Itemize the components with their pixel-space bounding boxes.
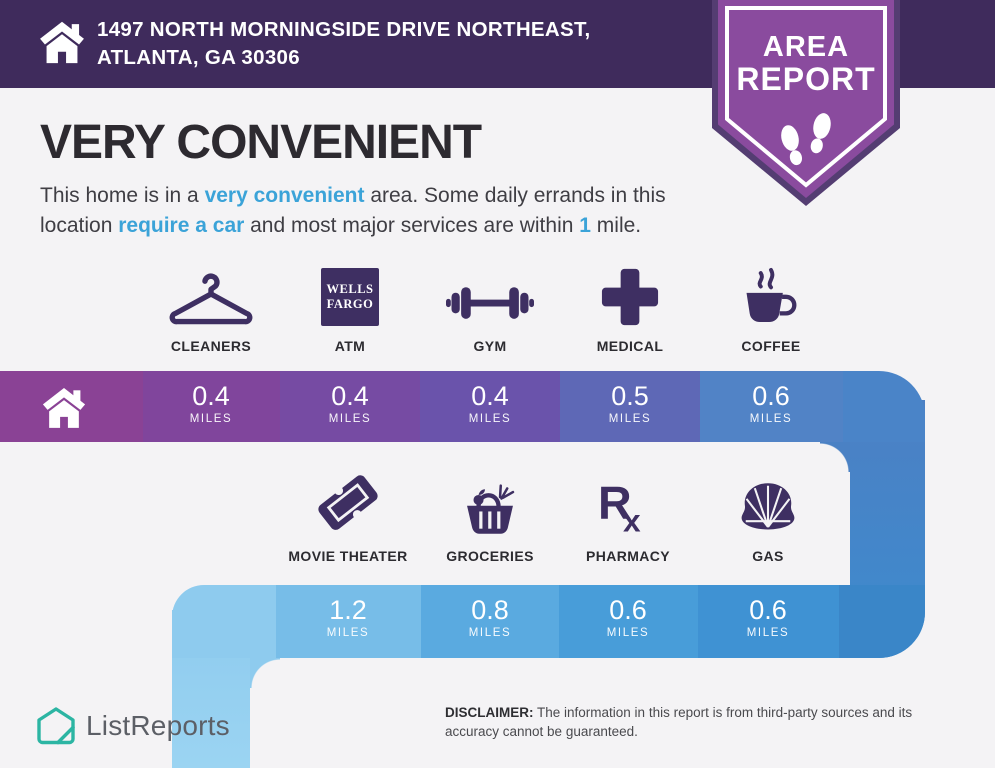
distance-value: 1.2	[329, 595, 367, 625]
badge-line1: AREA	[763, 31, 849, 63]
distance-units: MILES	[468, 413, 512, 425]
summary-part: This home is in a	[40, 184, 205, 207]
distance-value: 0.6	[749, 595, 787, 625]
distance-units: MILES	[468, 627, 512, 639]
place-label: MOVIE THEATER	[288, 548, 408, 564]
ticket-icon	[318, 475, 378, 530]
hanger-icon	[169, 273, 253, 325]
place-movie-theater: MOVIE THEATER	[273, 468, 423, 564]
area-report-badge: AREA REPORT	[712, 0, 900, 206]
disclaimer-label: DISCLAIMER:	[445, 705, 534, 720]
distance-units: MILES	[606, 627, 650, 639]
distance-units: MILES	[328, 413, 372, 425]
home-icon	[40, 21, 84, 64]
rx-letter-x: x	[623, 503, 641, 536]
wells-fargo-text: WELLS	[326, 282, 374, 296]
distance-cell: 0.4 MILES	[280, 381, 420, 425]
distance-cell: 0.6 MILES	[698, 595, 838, 639]
distance-value: 0.4	[331, 381, 369, 411]
distance-cell: 0.6 MILES	[558, 595, 698, 639]
summary-accent: 1	[579, 214, 591, 237]
distance-cell: 0.4 MILES	[420, 381, 560, 425]
route-corner	[820, 442, 850, 472]
distance-units: MILES	[326, 627, 370, 639]
distance-cell: 0.4 MILES	[141, 381, 281, 425]
distance-value: 0.5	[611, 381, 649, 411]
dumbbell-icon	[446, 287, 534, 319]
distance-bar-row-1: 0.4 MILES 0.4 MILES 0.4 MILES 0.5 MILES …	[0, 371, 925, 442]
place-label: GAS	[752, 548, 784, 564]
summary-text: This home is in a very convenient area. …	[40, 181, 695, 241]
wells-fargo-text: FARGO	[326, 297, 374, 311]
summary-part: and most major services are within	[244, 214, 580, 237]
listreports-brand: ListReports	[36, 706, 230, 746]
summary-part: area. Some daily errands in this locatio…	[40, 184, 666, 237]
place-cleaners: CLEANERS	[136, 258, 286, 354]
distance-units: MILES	[608, 413, 652, 425]
place-atm: WELLS FARGO ATM	[275, 258, 425, 354]
distance-cell: 0.6 MILES	[701, 381, 841, 425]
rx-icon: R x	[598, 476, 641, 536]
distance-value: 0.4	[192, 381, 230, 411]
place-medical: MEDICAL	[555, 258, 705, 354]
place-label: GYM	[473, 338, 507, 354]
coffee-cup-icon	[746, 267, 797, 323]
distance-cell: 1.2 MILES	[278, 595, 418, 639]
place-gym: GYM	[415, 258, 565, 354]
route-corner	[250, 658, 280, 688]
distance-value: 0.6	[609, 595, 647, 625]
place-coffee: COFFEE	[696, 258, 846, 354]
medical-cross-icon	[601, 268, 659, 326]
distance-cell: 0.8 MILES	[420, 595, 560, 639]
grocery-basket-icon	[467, 484, 515, 534]
place-label: PHARMACY	[585, 548, 671, 564]
place-label: ATM	[334, 338, 366, 354]
rx-letter-r: R	[598, 476, 632, 528]
distance-bar-row-2: 1.2 MILES 0.8 MILES 0.6 MILES 0.6 MILES	[172, 585, 925, 658]
place-groceries: GROCERIES	[415, 468, 565, 564]
page-title: VERY CONVENIENT	[40, 116, 482, 169]
distance-units: MILES	[746, 627, 790, 639]
summary-accent: very convenient	[204, 184, 365, 207]
wells-fargo-icon: WELLS FARGO	[321, 268, 379, 326]
place-label: GROCERIES	[446, 548, 534, 564]
place-pharmacy: R x PHARMACY	[553, 468, 703, 564]
distance-units: MILES	[189, 413, 233, 425]
place-label: CLEANERS	[170, 338, 252, 354]
brand-name: ListReports	[86, 710, 230, 741]
distance-value: 0.6	[752, 381, 790, 411]
disclaimer: DISCLAIMER: The information in this repo…	[445, 703, 960, 741]
listreports-logo-icon	[37, 707, 75, 745]
summary-part: mile.	[590, 214, 642, 237]
home-icon	[42, 387, 86, 428]
place-label: MEDICAL	[596, 338, 664, 354]
shell-icon	[741, 483, 795, 530]
disclaimer-text: The information in this report is from t…	[445, 705, 913, 739]
distance-value: 0.4	[471, 381, 509, 411]
badge-line2: REPORT	[736, 61, 875, 97]
place-label: COFFEE	[741, 338, 801, 354]
distance-units: MILES	[749, 413, 793, 425]
property-address: 1497 NORTH MORNINGSIDE DRIVE NORTHEAST, …	[97, 18, 591, 69]
distance-cell: 0.5 MILES	[560, 381, 700, 425]
distance-value: 0.8	[471, 595, 509, 625]
footprints-icon	[781, 113, 831, 166]
summary-accent: require a car	[118, 214, 245, 237]
place-gas: GAS	[693, 468, 843, 564]
